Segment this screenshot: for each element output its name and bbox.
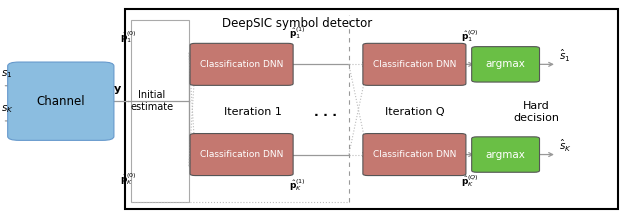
FancyBboxPatch shape	[8, 62, 114, 140]
Bar	[125, 9, 618, 209]
Text: $\hat{\mathbf{p}}_K^{(1)}$: $\hat{\mathbf{p}}_K^{(1)}$	[289, 178, 306, 193]
Text: $\hat{\mathbf{p}}_K^{(0)}$: $\hat{\mathbf{p}}_K^{(0)}$	[120, 171, 136, 187]
FancyBboxPatch shape	[363, 43, 466, 85]
Text: argmax: argmax	[486, 59, 525, 69]
Bar	[131, 20, 189, 202]
Text: Classification DNN: Classification DNN	[200, 60, 284, 69]
Text: $s_K$: $s_K$	[1, 103, 14, 115]
Text: Channel: Channel	[36, 95, 85, 108]
Text: $\hat{\mathbf{p}}_1^{(Q)}$: $\hat{\mathbf{p}}_1^{(Q)}$	[461, 28, 479, 44]
Text: Classification DNN: Classification DNN	[372, 60, 456, 69]
Text: $\mathbf{y}$: $\mathbf{y}$	[113, 84, 122, 96]
Text: DeepSIC symbol detector: DeepSIC symbol detector	[222, 16, 372, 29]
Text: Iteration 1: Iteration 1	[224, 107, 282, 117]
FancyBboxPatch shape	[190, 43, 293, 85]
FancyBboxPatch shape	[472, 137, 540, 172]
Text: argmax: argmax	[486, 150, 525, 160]
Text: $s_1$: $s_1$	[1, 68, 13, 79]
Text: Iteration Q: Iteration Q	[385, 107, 445, 117]
FancyBboxPatch shape	[472, 47, 540, 82]
Text: $\hat{\mathbf{p}}_1^{(0)}$: $\hat{\mathbf{p}}_1^{(0)}$	[120, 29, 136, 45]
Text: Hard
decision: Hard decision	[513, 101, 559, 123]
Text: Classification DNN: Classification DNN	[372, 150, 456, 159]
FancyBboxPatch shape	[190, 134, 293, 176]
Text: $\hat{s}_K$: $\hat{s}_K$	[559, 138, 572, 154]
FancyBboxPatch shape	[363, 134, 466, 176]
Text: Classification DNN: Classification DNN	[200, 150, 284, 159]
Text: . . .: . . .	[314, 106, 337, 119]
Text: $\hat{\mathbf{p}}_1^{(1)}$: $\hat{\mathbf{p}}_1^{(1)}$	[289, 26, 306, 41]
Text: $\hat{\mathbf{p}}_K^{(Q)}$: $\hat{\mathbf{p}}_K^{(Q)}$	[461, 173, 479, 189]
Text: Initial
estimate: Initial estimate	[130, 90, 173, 112]
Text: $\hat{s}_1$: $\hat{s}_1$	[559, 48, 570, 64]
